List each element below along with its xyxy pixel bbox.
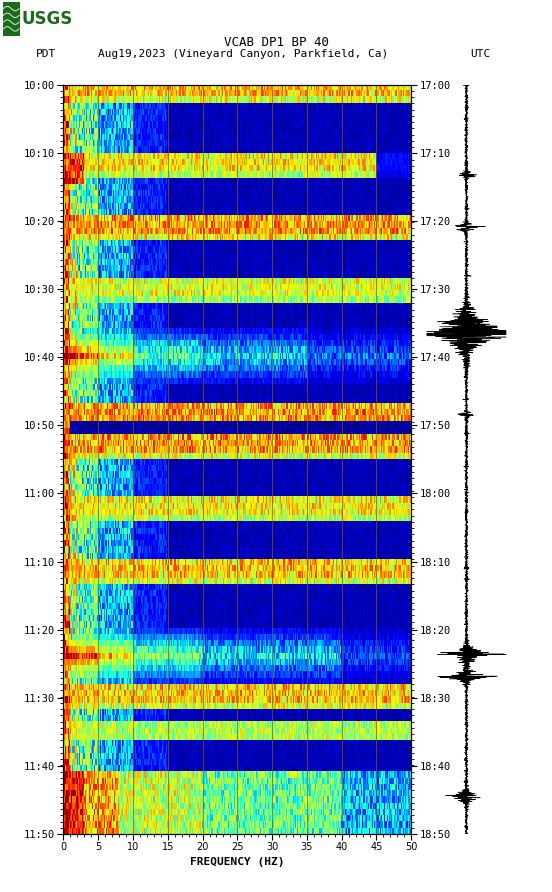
X-axis label: FREQUENCY (HZ): FREQUENCY (HZ) [190,856,285,866]
Text: Aug19,2023 (Vineyard Canyon, Parkfield, Ca): Aug19,2023 (Vineyard Canyon, Parkfield, … [98,49,388,59]
Bar [3,2,20,36]
Text: PDT: PDT [36,49,56,59]
Text: VCAB DP1 BP 40: VCAB DP1 BP 40 [224,36,328,49]
Text: UTC: UTC [470,49,490,59]
Text: USGS: USGS [22,10,73,28]
